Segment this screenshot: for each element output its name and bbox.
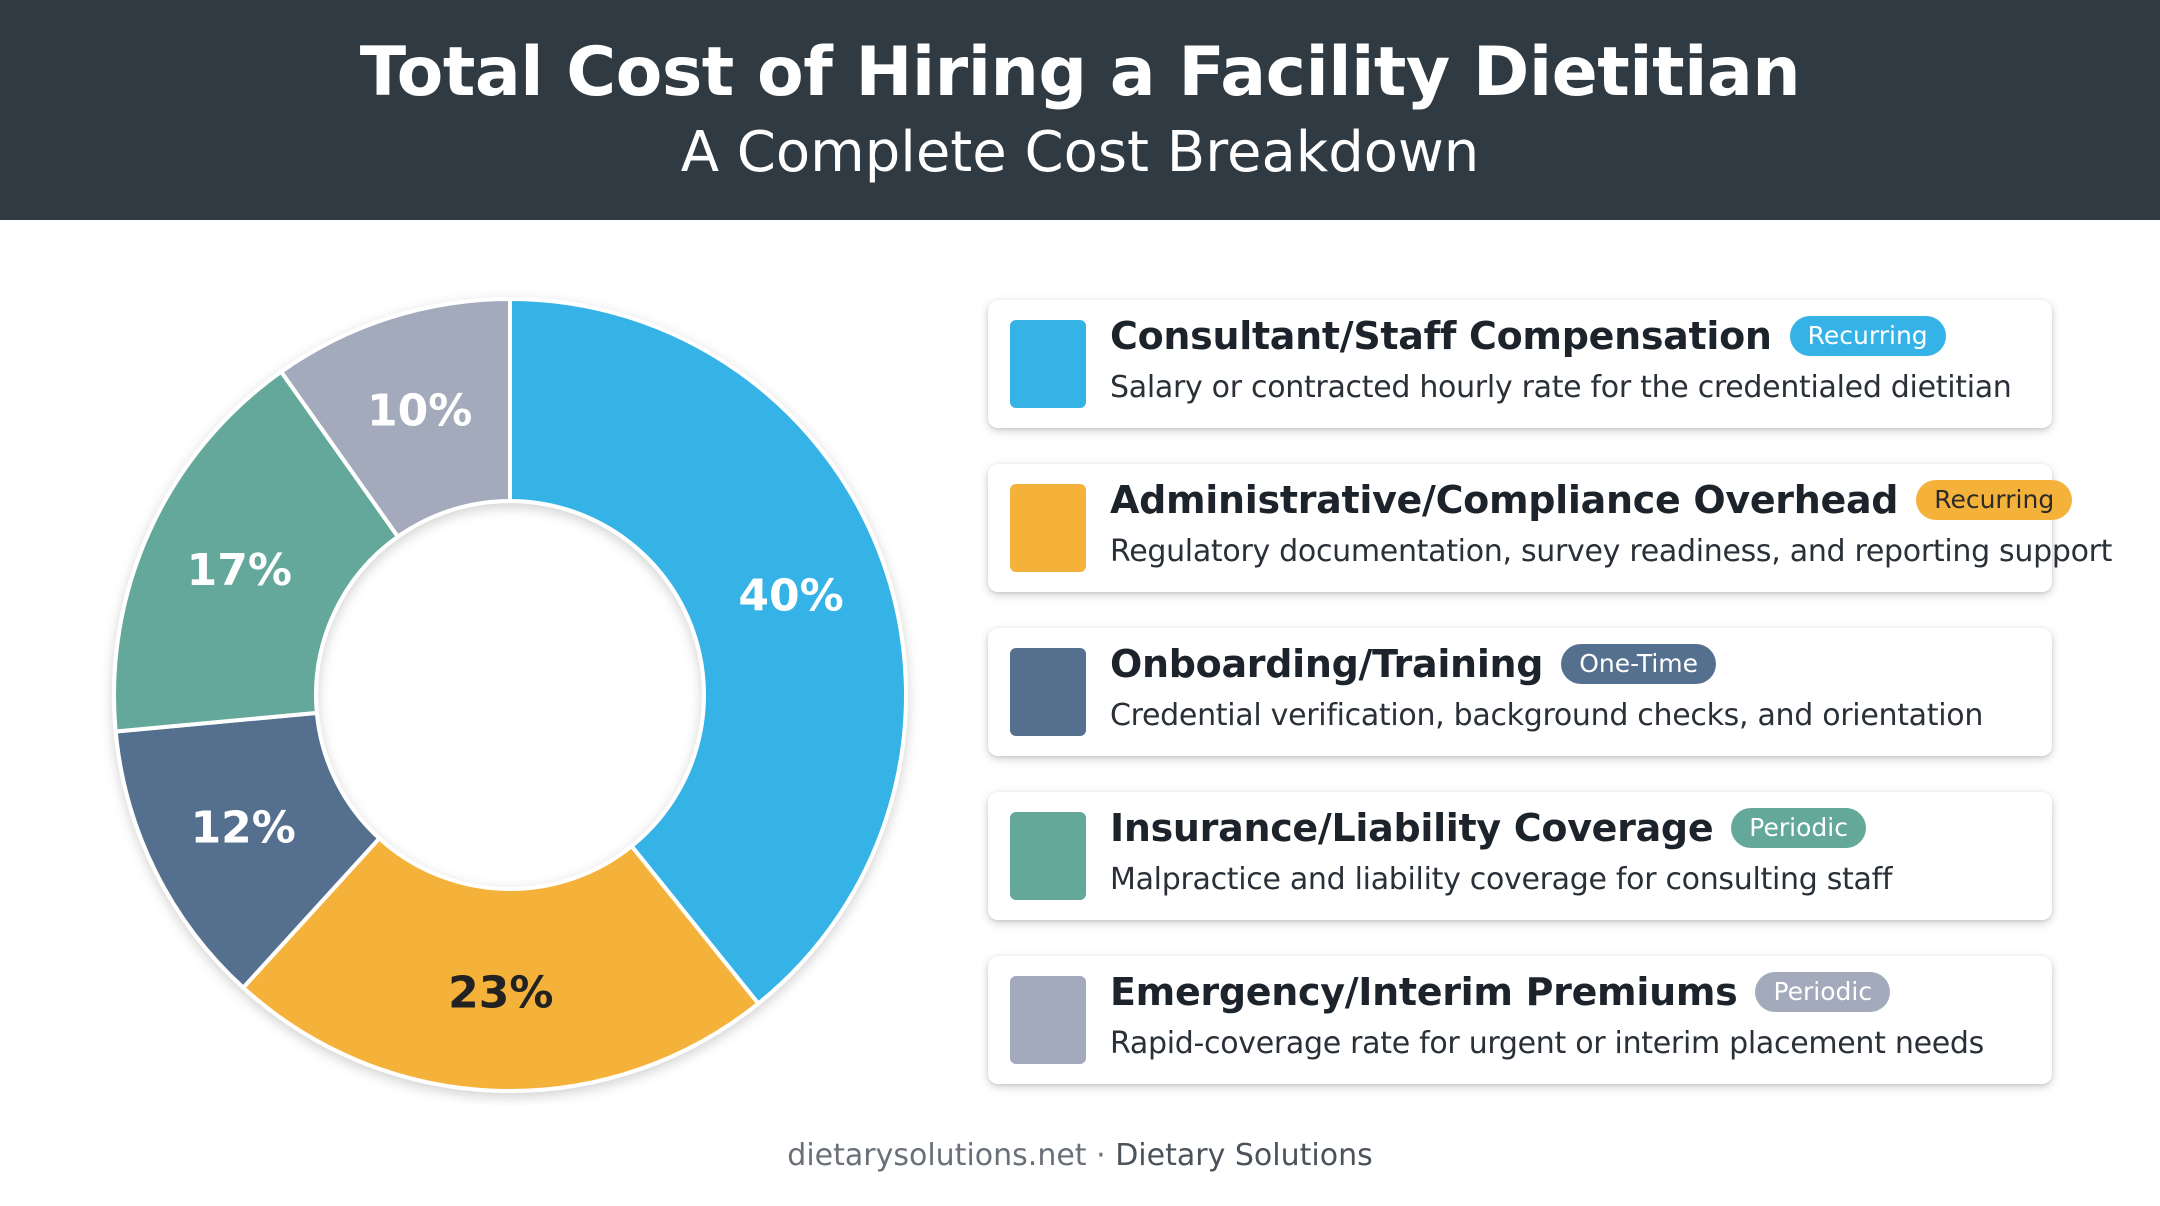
legend-swatch bbox=[1010, 976, 1086, 1064]
donut-chart-svg: 40% 23% 12% 17% 10% bbox=[112, 296, 908, 1093]
donut-slice-0 bbox=[508, 296, 908, 1007]
footer-site: dietarysolutions.net bbox=[787, 1138, 1087, 1173]
donut-slice-1 bbox=[240, 835, 762, 1093]
footer-separator: · bbox=[1096, 1138, 1106, 1173]
slice-label-0: 40% bbox=[738, 570, 843, 621]
footer: dietarysolutions.net · Dietary Solutions bbox=[0, 1138, 2160, 1173]
legend-item-title: Emergency/Interim Premiums bbox=[1110, 970, 1738, 1014]
legend-swatch bbox=[1010, 648, 1086, 736]
slice-label-3: 17% bbox=[187, 545, 292, 596]
legend-swatch bbox=[1010, 812, 1086, 900]
recurring-badge: Recurring bbox=[1916, 480, 2073, 520]
recurring-badge: Recurring bbox=[1789, 316, 1946, 356]
legend-card-insurance: Insurance/Liability Coverage Periodic Ma… bbox=[988, 792, 2052, 920]
donut-slice-3 bbox=[112, 368, 401, 734]
legend-item-title: Consultant/Staff Compensation bbox=[1110, 314, 1772, 358]
periodic-badge: Periodic bbox=[1755, 972, 1891, 1012]
legend-card-emergency: Emergency/Interim Premiums Periodic Rapi… bbox=[988, 956, 2052, 1084]
footer-brand: Dietary Solutions bbox=[1115, 1138, 1373, 1173]
slice-label-4: 10% bbox=[367, 386, 472, 437]
legend-card-compensation: Consultant/Staff Compensation Recurring … bbox=[988, 300, 2052, 428]
legend-card-overhead: Administrative/Compliance Overhead Recur… bbox=[988, 464, 2113, 592]
legend-item-description: Regulatory documentation, survey readine… bbox=[1110, 534, 2113, 569]
legend-swatch bbox=[1010, 320, 1086, 408]
legend-item-description: Rapid-coverage rate for urgent or interi… bbox=[1110, 1026, 1984, 1061]
legend-swatch bbox=[1010, 484, 1086, 572]
periodic-badge: Periodic bbox=[1731, 808, 1866, 848]
chart-title: Total Cost of Hiring a Facility Dietitia… bbox=[359, 33, 1801, 113]
donut-slice-4 bbox=[278, 296, 512, 540]
donut-slice-2 bbox=[113, 710, 383, 991]
chart-subtitle: A Complete Cost Breakdown bbox=[680, 119, 1480, 185]
legend-card-onboarding: Onboarding/Training One-Time Credential … bbox=[988, 628, 2052, 756]
legend-item-description: Malpractice and liability coverage for c… bbox=[1110, 862, 1893, 897]
slice-label-2: 12% bbox=[191, 802, 296, 853]
donut-chart: 40% 23% 12% 17% 10% bbox=[100, 285, 920, 1105]
one-time-badge: One-Time bbox=[1561, 644, 1717, 684]
legend: Consultant/Staff Compensation Recurring … bbox=[988, 300, 2113, 1120]
legend-item-description: Salary or contracted hourly rate for the… bbox=[1110, 370, 2012, 405]
slice-label-1: 23% bbox=[448, 967, 553, 1018]
legend-item-title: Onboarding/Training bbox=[1110, 642, 1544, 686]
header-banner: Total Cost of Hiring a Facility Dietitia… bbox=[0, 0, 2160, 220]
legend-item-description: Credential verification, background chec… bbox=[1110, 698, 1984, 733]
legend-item-title: Administrative/Compliance Overhead bbox=[1110, 478, 1899, 522]
legend-item-title: Insurance/Liability Coverage bbox=[1110, 806, 1714, 850]
